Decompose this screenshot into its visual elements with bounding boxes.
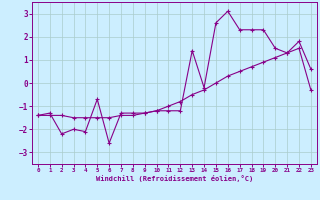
X-axis label: Windchill (Refroidissement éolien,°C): Windchill (Refroidissement éolien,°C) [96,175,253,182]
